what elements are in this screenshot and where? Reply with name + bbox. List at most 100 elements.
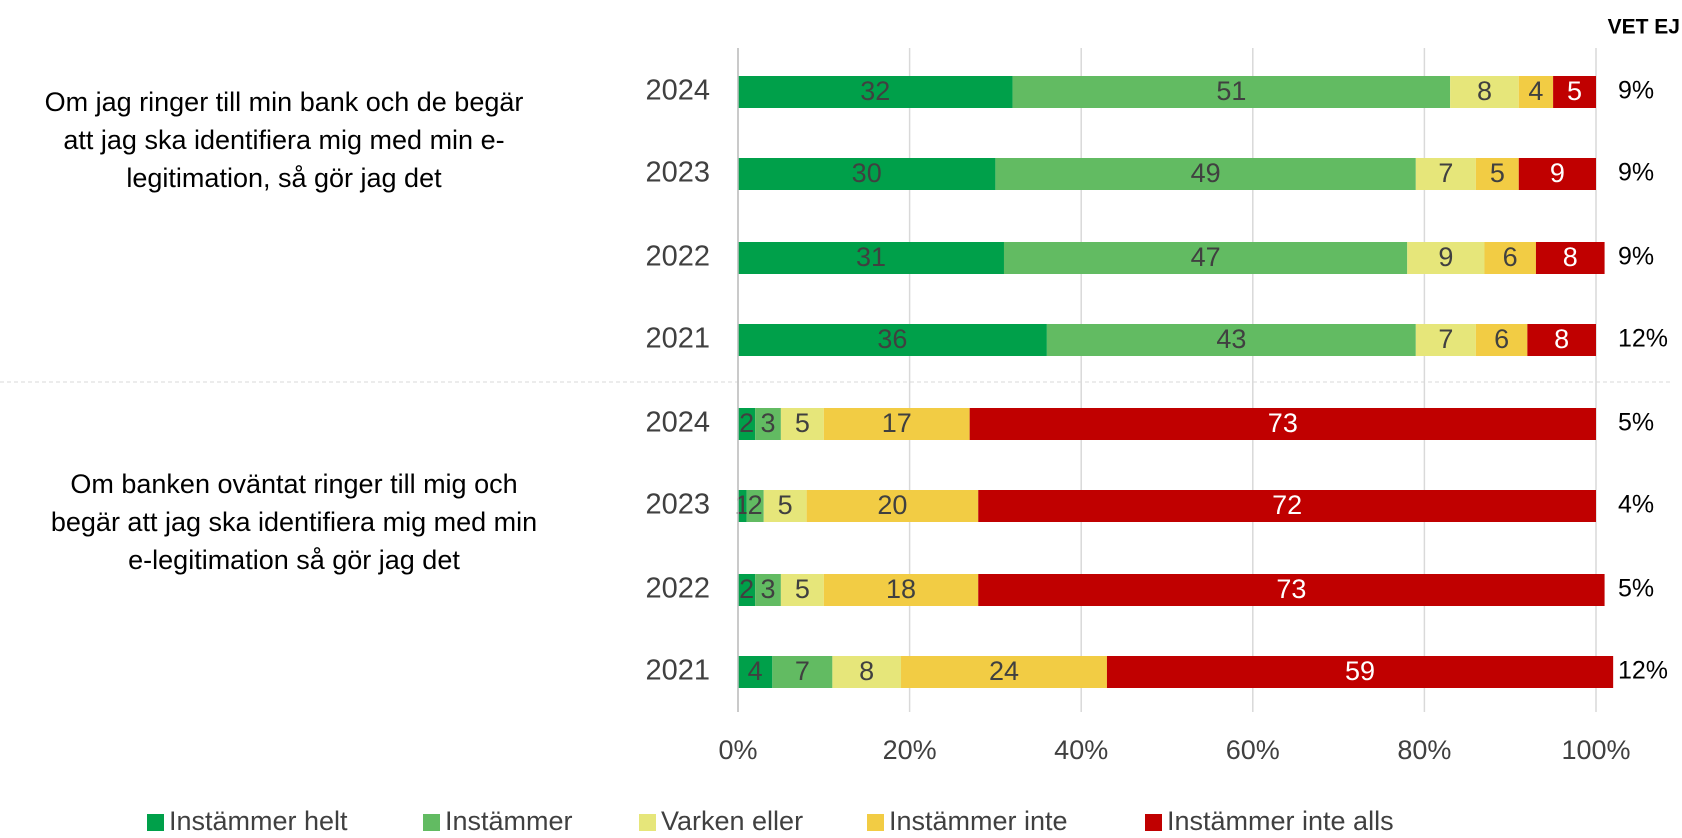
bar-segment	[832, 656, 902, 688]
vet-ej-label: 4%	[1618, 491, 1654, 519]
bar-segment	[1535, 242, 1605, 274]
bar-segment	[780, 574, 824, 606]
x-tick-label: 0%	[718, 735, 757, 765]
bar-segment	[1407, 242, 1485, 274]
bar-segment	[746, 490, 764, 522]
bar-segment	[738, 158, 996, 190]
data-label: 7	[1438, 324, 1453, 354]
bar-segment	[772, 656, 833, 688]
y-tick-label: 2024	[645, 407, 710, 439]
legend-label: Instämmer helt	[169, 806, 348, 836]
bar-segment	[1553, 76, 1596, 108]
x-tick-label: 20%	[883, 735, 937, 765]
bar-segment	[738, 242, 1004, 274]
bar-segment	[978, 490, 1596, 522]
legend-label: Varken eller	[661, 806, 803, 836]
vet-ej-label: 9%	[1618, 159, 1654, 187]
group-label: begär att jag ska identifiera mig med mi…	[51, 507, 537, 537]
legend-swatch	[867, 814, 884, 831]
y-tick-label: 2022	[645, 241, 710, 273]
legend-swatch	[147, 814, 164, 831]
data-label: 30	[852, 158, 882, 188]
vet-ej-label: 12%	[1618, 657, 1668, 685]
data-label: 8	[1554, 324, 1569, 354]
y-tick-label: 2023	[645, 489, 710, 521]
data-label: 43	[1216, 324, 1246, 354]
bar-segment	[1450, 76, 1519, 108]
bar-segment	[1415, 324, 1476, 356]
data-label: 47	[1191, 242, 1221, 272]
data-label: 2	[748, 490, 763, 520]
bar-segment	[1475, 324, 1528, 356]
group-label: legitimation, så gör jag det	[126, 163, 442, 193]
legend-swatch	[423, 814, 440, 831]
bar-segment	[755, 574, 781, 606]
bar-segment	[763, 490, 807, 522]
y-tick-label: 2022	[645, 573, 710, 605]
bar-segment	[1484, 242, 1536, 274]
bar-segment	[823, 408, 970, 440]
data-label: 5	[795, 408, 810, 438]
data-label: 5	[778, 490, 793, 520]
data-label: 5	[1490, 158, 1505, 188]
vet-ej-label: 5%	[1618, 575, 1654, 603]
vet-ej-label: 12%	[1618, 325, 1668, 353]
bar-segment	[1106, 656, 1614, 688]
bar-segment	[978, 574, 1605, 606]
data-label: 17	[882, 408, 912, 438]
y-tick-label: 2021	[645, 323, 710, 355]
bar-segment	[823, 574, 979, 606]
data-label: 24	[989, 656, 1019, 686]
x-tick-label: 100%	[1561, 735, 1630, 765]
data-label: 5	[1567, 76, 1582, 106]
data-label: 9	[1550, 158, 1565, 188]
x-tick-label: 60%	[1226, 735, 1280, 765]
data-label: 9	[1438, 242, 1453, 272]
data-label: 36	[877, 324, 907, 354]
data-label: 6	[1494, 324, 1509, 354]
bar-segment	[738, 408, 756, 440]
legend-label: Instämmer inte	[889, 806, 1068, 836]
data-label: 31	[856, 242, 886, 272]
bar-segment	[755, 408, 781, 440]
data-label: 2	[739, 408, 754, 438]
data-label: 7	[1438, 158, 1453, 188]
bar-segment	[1415, 158, 1476, 190]
vet-ej-label: 9%	[1618, 243, 1654, 271]
legend-swatch	[1145, 814, 1162, 831]
bar-segment	[1518, 76, 1554, 108]
bar-segment	[901, 656, 1107, 688]
bar-segment	[738, 324, 1047, 356]
data-label: 51	[1216, 76, 1246, 106]
vet-ej-title: VET EJ	[1608, 16, 1680, 39]
bar-segment	[738, 76, 1013, 108]
group-label: Om banken oväntat ringer till mig och	[70, 469, 517, 499]
bar-segment	[1475, 158, 1519, 190]
data-label: 2	[739, 574, 754, 604]
data-label: 72	[1272, 490, 1302, 520]
data-label: 3	[761, 408, 776, 438]
bar-segment	[738, 656, 773, 688]
bar-segment	[738, 490, 747, 522]
data-label: 32	[860, 76, 890, 106]
data-label: 18	[886, 574, 916, 604]
data-label: 8	[1563, 242, 1578, 272]
data-label: 49	[1191, 158, 1221, 188]
data-label: 8	[1477, 76, 1492, 106]
data-label: 73	[1276, 574, 1306, 604]
bar-segment	[1012, 76, 1451, 108]
group-label: e-legitimation så gör jag det	[128, 545, 460, 575]
bar-segment	[1527, 324, 1596, 356]
bar-segment	[1518, 158, 1596, 190]
data-label: 4	[748, 656, 763, 686]
data-label: 8	[859, 656, 874, 686]
group-label: Om jag ringer till min bank och de begär	[45, 87, 524, 117]
data-label: 6	[1503, 242, 1518, 272]
data-label: 59	[1345, 656, 1375, 686]
data-label: 3	[761, 574, 776, 604]
bar-segment	[969, 408, 1596, 440]
bar-segment	[995, 158, 1416, 190]
group-label: att jag ska identifiera mig med min e-	[63, 125, 504, 155]
data-label: 7	[795, 656, 810, 686]
